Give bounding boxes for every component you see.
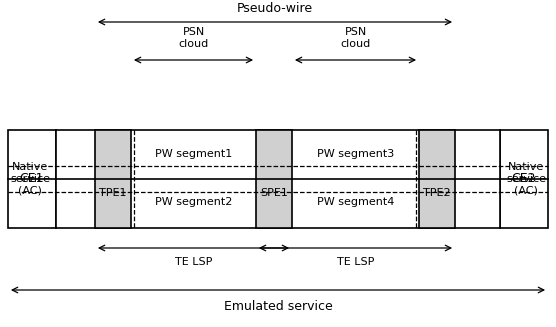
Text: SPE1: SPE1 (260, 188, 288, 198)
Text: PW segment4: PW segment4 (317, 197, 394, 207)
Text: PW segment2: PW segment2 (155, 197, 232, 207)
Text: CE2: CE2 (512, 173, 536, 185)
Bar (256, 130, 292, 228)
Text: PW segment3: PW segment3 (317, 148, 394, 159)
Text: PSN
cloud: PSN cloud (178, 27, 208, 49)
Bar (8, 130, 56, 228)
Text: TE LSP: TE LSP (175, 257, 212, 267)
Text: PW segment1: PW segment1 (155, 148, 232, 159)
Text: TPE1: TPE1 (100, 188, 127, 198)
Text: Native
service
(AC): Native service (AC) (10, 163, 50, 196)
Text: Emulated service: Emulated service (224, 300, 332, 313)
Bar (419, 130, 455, 228)
Text: CE1: CE1 (20, 173, 44, 185)
Text: Native
service
(AC): Native service (AC) (506, 163, 546, 196)
Bar (56, 130, 500, 228)
Bar (500, 130, 548, 228)
Text: PSN
cloud: PSN cloud (340, 27, 371, 49)
Text: Pseudo-wire: Pseudo-wire (237, 3, 313, 15)
Text: TPE2: TPE2 (423, 188, 451, 198)
Bar (95, 130, 131, 228)
Text: TE LSP: TE LSP (337, 257, 374, 267)
